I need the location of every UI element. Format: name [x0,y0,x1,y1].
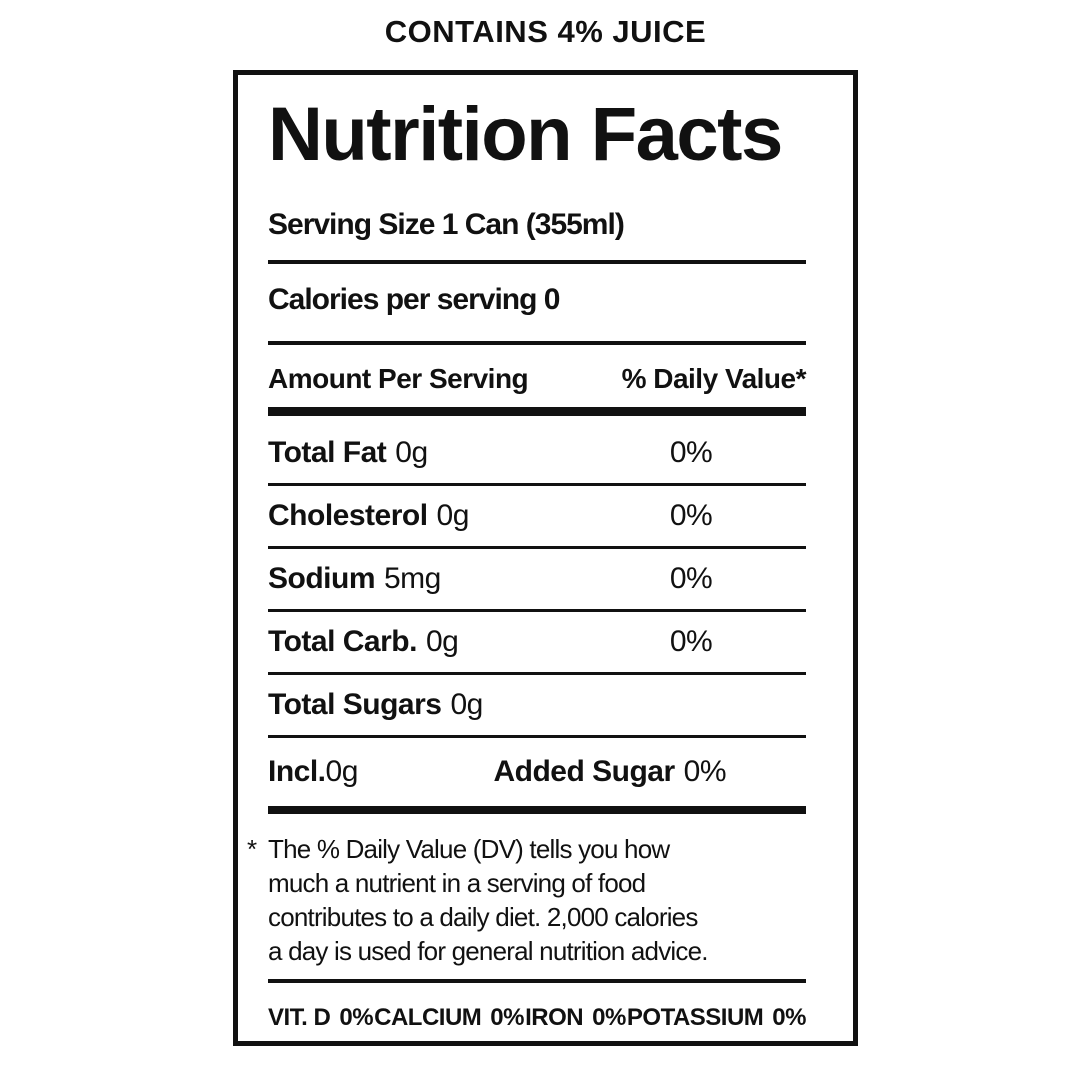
contains-juice-heading: CONTAINS 4% JUICE [384,14,707,49]
row-divider [268,609,806,612]
nutrient-row-added-sugar: Incl. 0g Added Sugar 0% [268,738,806,806]
nutrient-name: Incl. [268,755,326,788]
nutrient-name: Total Sugars [268,688,442,721]
nutrition-facts-title: Nutrition Facts [268,92,783,177]
micronutrient-potassium: POTASSIUM 0% [626,1003,807,1033]
micronutrients-row: VIT. D 0% CALCIUM 0% IRON 0% POTASSIUM 0… [268,1003,806,1033]
micronutrient-value: 0% [490,1004,524,1031]
thick-bar-under-headers [268,407,806,416]
nutrient-amount: 0g [436,499,470,532]
nutrient-row-total-carb: Total Carb. 0g 0% [268,612,806,672]
nutrient-amount: 0g [325,755,359,788]
nutrient-amount: 0g [425,625,459,658]
nutrient-name: Total Fat [268,436,387,469]
nutrient-daily-value: 0% [669,625,713,658]
nutrient-daily-value: 0% [669,562,713,595]
nutrient-row-sodium: Sodium 5mg 0% [268,549,806,609]
nutrient-amount: 0g [450,688,483,721]
nutrient-daily-value: 0% [669,436,713,469]
nutrition-facts-panel: Nutrition Facts Serving Size 1 Can (355m… [233,70,858,1046]
divider-under-serving [268,260,806,264]
row-divider [268,735,806,738]
micronutrient-value: 0% [592,1004,626,1031]
micronutrient-value: 0% [339,1004,374,1031]
nutrient-name: Total Carb. [268,625,417,658]
nutrient-row-cholesterol: Cholesterol 0g 0% [268,486,806,546]
micronutrient-vit-d: VIT. D 0% [268,1003,374,1033]
row-divider [268,483,806,486]
micronutrient-name: IRON [525,1004,584,1031]
nutrient-daily-value: 0% [669,499,713,532]
divider-under-calories [268,341,806,345]
column-headers-row: Amount Per Serving % Daily Value* [268,362,807,396]
daily-value-footnote: * The % Daily Value (DV) tells you how m… [247,832,806,968]
footnote-text: The % Daily Value (DV) tells you how muc… [268,832,708,968]
footnote-line: contributes to a daily diet. 2,000 calor… [268,902,698,932]
serving-size-line: Serving Size 1 Can (355ml) [268,208,625,241]
micronutrient-name: CALCIUM [374,1004,482,1031]
micronutrient-value: 0% [772,1004,806,1031]
amount-per-serving-header: Amount Per Serving [268,363,529,394]
nutrient-name: Cholesterol [268,499,428,532]
calories-line: Calories per serving 0 [268,283,560,316]
footnote-line: The % Daily Value (DV) tells you how [268,834,670,864]
footnote-asterisk: * [247,834,257,864]
footnote-line: a day is used for general nutrition advi… [268,936,708,966]
nutrient-amount: 0g [395,436,428,469]
nutrient-row-total-fat: Total Fat 0g 0% [268,416,806,483]
daily-value-header: % Daily Value* [621,363,807,394]
added-sugar-value: 0% [683,755,727,788]
nutrient-row-total-sugars: Total Sugars 0g [268,675,806,735]
row-divider [268,672,806,675]
footnote-line: much a nutrient in a serving of food [268,868,646,898]
nutrient-name: Sodium [268,562,376,595]
added-sugar-group: Added Sugar 0% [493,753,726,791]
micronutrient-calcium: CALCIUM 0% [374,1003,524,1033]
thick-bar-under-added-sugar [268,806,806,814]
nutrient-amount: 5mg [384,562,441,595]
divider-above-micronutrients [268,979,806,983]
row-divider [268,546,806,549]
added-sugar-label: Added Sugar [493,755,675,788]
micronutrient-iron: IRON 0% [525,1003,626,1033]
micronutrient-name: VIT. D [268,1004,331,1031]
micronutrient-name: POTASSIUM [626,1004,764,1031]
